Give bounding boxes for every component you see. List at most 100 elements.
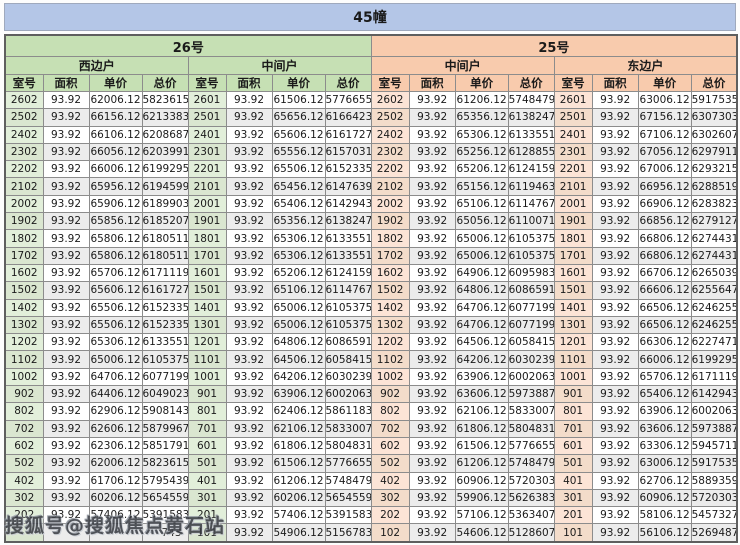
cell-area: 93.92	[591, 333, 639, 352]
cell-room: 1301	[187, 315, 227, 335]
cell-unit-price: 65606.12	[271, 125, 326, 144]
cell-unit-price: 59906.12	[454, 488, 509, 508]
table-row: 1702 93.92 65806.12 6180511 1701 93.92 65306.1…	[4, 246, 738, 265]
cell-unit-price: 65856.12	[88, 212, 143, 231]
cell-total-price: 6180511	[141, 246, 189, 265]
cell-room: 802	[4, 402, 44, 421]
cell-room: 1302	[4, 315, 44, 335]
cell-area: 93.92	[591, 90, 639, 110]
cell-unit-price: 66806.12	[637, 229, 692, 248]
table-row: 743 101 93.92 54906.12 5156783 102 93.92 54606.…	[4, 523, 738, 543]
cell-total-price: 5363407	[507, 506, 555, 525]
cell-unit-price: 62706.12	[637, 471, 692, 490]
cell-room: 1002	[4, 367, 44, 387]
cell-total-price: 6133551	[324, 246, 372, 265]
cell-room: 1101	[187, 350, 227, 369]
cell-unit-price: 64706.12	[88, 367, 143, 387]
cell-unit-price: 65406.12	[271, 194, 326, 214]
cell-area: 93.92	[42, 506, 90, 525]
col-header-unit-price: 单价	[88, 74, 143, 92]
table-row: 1002 93.92 64706.12 6077199 1001 93.92 64206.1…	[4, 367, 738, 387]
cell-unit-price: 65706.12	[637, 367, 692, 387]
cell-unit-price: 66506.12	[637, 298, 692, 317]
cell-room: 402	[370, 471, 410, 490]
cell-total-price: 6152335	[141, 298, 189, 317]
cell-area: 93.92	[591, 298, 639, 317]
cell-total-price: 6161727	[324, 125, 372, 144]
cell-room: 801	[187, 402, 227, 421]
cell-unit-price: 65806.12	[88, 229, 143, 248]
cell-unit-price: 62006.12	[88, 454, 143, 473]
cell-room: 1402	[4, 298, 44, 317]
cell-total-price: 6199295	[141, 160, 189, 179]
cell-room: 2002	[370, 194, 410, 214]
cell-area: 93.92	[42, 333, 90, 352]
cell-room: 2502	[370, 108, 410, 127]
cell-room: 902	[370, 385, 410, 404]
cell-unit-price: 64706.12	[454, 315, 509, 335]
cell-total-price: 6105375	[507, 246, 555, 265]
price-table: 26号 25号 西边户 中间户 中间户 东边户 室号 面积 单价 总价 室号 面…	[4, 34, 739, 543]
cell-area: 93.92	[408, 177, 456, 196]
cell-total-price: 5128607	[507, 523, 555, 543]
cell-area: 93.92	[42, 212, 90, 231]
col-header-total-price: 总价	[690, 74, 738, 92]
cell-area: 93.92	[225, 160, 273, 179]
cell-unit-price: 66506.12	[637, 315, 692, 335]
cell-area: 93.92	[42, 281, 90, 300]
section-header-row: 26号 25号	[4, 34, 738, 57]
cell-total-price: 6049023	[141, 385, 189, 404]
cell-room	[4, 523, 44, 543]
cell-unit-price: 66006.12	[88, 160, 143, 179]
cell-total-price: 6002063	[690, 402, 738, 421]
cell-room: 1501	[553, 281, 593, 300]
cell-unit-price: 61806.12	[454, 419, 509, 438]
column-header-row: 室号 面积 单价 总价 室号 面积 单价 总价 室号 面积 单价 总价 室号 面…	[4, 74, 738, 92]
cell-total-price: 6138247	[324, 212, 372, 231]
cell-area: 93.92	[42, 229, 90, 248]
cell-total-price: 5833007	[507, 402, 555, 421]
cell-total-price: 5748479	[507, 454, 555, 473]
cell-area: 93.92	[42, 419, 90, 438]
cell-unit-price: 66156.12	[88, 108, 143, 127]
cell-area: 93.92	[408, 385, 456, 404]
cell-room: 401	[553, 471, 593, 490]
cell-area: 93.92	[591, 471, 639, 490]
cell-room: 2302	[4, 142, 44, 162]
cell-total-price: 6124159	[507, 160, 555, 179]
table-row: 202 93.92 57406.12 5391583 201 93.92 57406.12 5…	[4, 506, 738, 525]
cell-unit-price: 61706.12	[88, 471, 143, 490]
cell-total-price: 5269487	[690, 523, 738, 543]
col-header-total-price: 总价	[141, 74, 189, 92]
cell-unit-price: 64506.12	[271, 350, 326, 369]
cell-unit-price: 65056.12	[454, 212, 509, 231]
table-row: 602 93.92 62306.12 5851791 601 93.92 61806.12 5…	[4, 436, 738, 456]
cell-unit-price: 65506.12	[88, 315, 143, 335]
cell-total-price: 6086591	[324, 333, 372, 352]
cell-unit-price: 64806.12	[271, 333, 326, 352]
cell-area: 93.92	[591, 142, 639, 162]
cell-unit-price: 62606.12	[88, 419, 143, 438]
cell-unit-price: 66856.12	[637, 212, 692, 231]
cell-area: 93.92	[591, 367, 639, 387]
cell-unit-price: 64906.12	[454, 263, 509, 283]
col-header-area: 面积	[42, 74, 90, 92]
cell-area: 93.92	[408, 298, 456, 317]
cell-room: 2602	[370, 90, 410, 110]
cell-total-price: 6133551	[141, 333, 189, 352]
cell-room: 601	[187, 436, 227, 456]
cell-unit-price: 61506.12	[271, 454, 326, 473]
cell-room: 2201	[553, 160, 593, 179]
cell-area: 93.92	[225, 436, 273, 456]
cell-area: 93.92	[225, 333, 273, 352]
cell-room: 302	[370, 488, 410, 508]
cell-total-price: 6124159	[324, 263, 372, 283]
cell-room: 101	[187, 523, 227, 543]
cell-total-price: 5795439	[141, 471, 189, 490]
cell-room: 1102	[4, 350, 44, 369]
cell-room: 1502	[4, 281, 44, 300]
cell-area: 93.92	[42, 315, 90, 335]
cell-total-price: 6002063	[507, 367, 555, 387]
cell-room: 2601	[553, 90, 593, 110]
cell-room: 102	[370, 523, 410, 543]
